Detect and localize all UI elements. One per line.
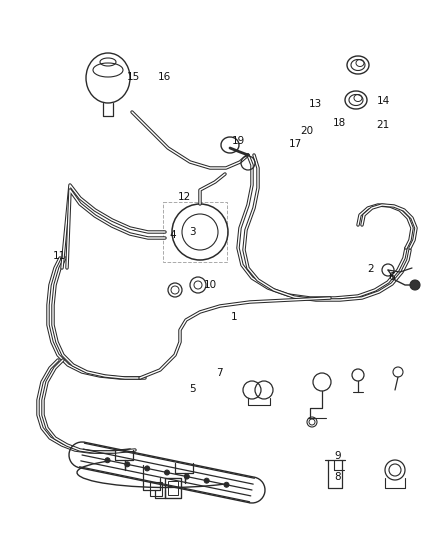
Text: 4: 4: [170, 230, 177, 239]
Text: 20: 20: [300, 126, 313, 135]
Text: 16: 16: [158, 72, 171, 82]
Text: 19: 19: [232, 136, 245, 146]
Bar: [163, 202, 227, 262]
Text: 2: 2: [367, 264, 374, 274]
Circle shape: [224, 482, 229, 487]
Circle shape: [204, 478, 209, 483]
Bar: [168, 481, 178, 495]
Text: 5: 5: [189, 384, 196, 394]
Text: 7: 7: [215, 368, 223, 378]
Text: 18: 18: [333, 118, 346, 127]
Text: 17: 17: [289, 139, 302, 149]
Text: 11: 11: [53, 251, 66, 261]
Text: 9: 9: [334, 451, 341, 461]
Circle shape: [165, 470, 170, 475]
Text: 1: 1: [231, 312, 238, 322]
Text: 15: 15: [127, 72, 140, 82]
Bar: [150, 482, 162, 496]
Bar: [165, 478, 181, 498]
Text: 14: 14: [377, 96, 390, 106]
Circle shape: [410, 280, 420, 290]
Circle shape: [105, 458, 110, 463]
Text: 3: 3: [189, 227, 196, 237]
Text: 12: 12: [177, 192, 191, 202]
Text: 8: 8: [334, 472, 341, 482]
Text: 13: 13: [309, 99, 322, 109]
Circle shape: [145, 466, 150, 471]
Text: 21: 21: [377, 120, 390, 130]
Circle shape: [184, 474, 189, 479]
Text: 6: 6: [389, 272, 396, 282]
Text: 10: 10: [204, 280, 217, 290]
Circle shape: [125, 462, 130, 467]
